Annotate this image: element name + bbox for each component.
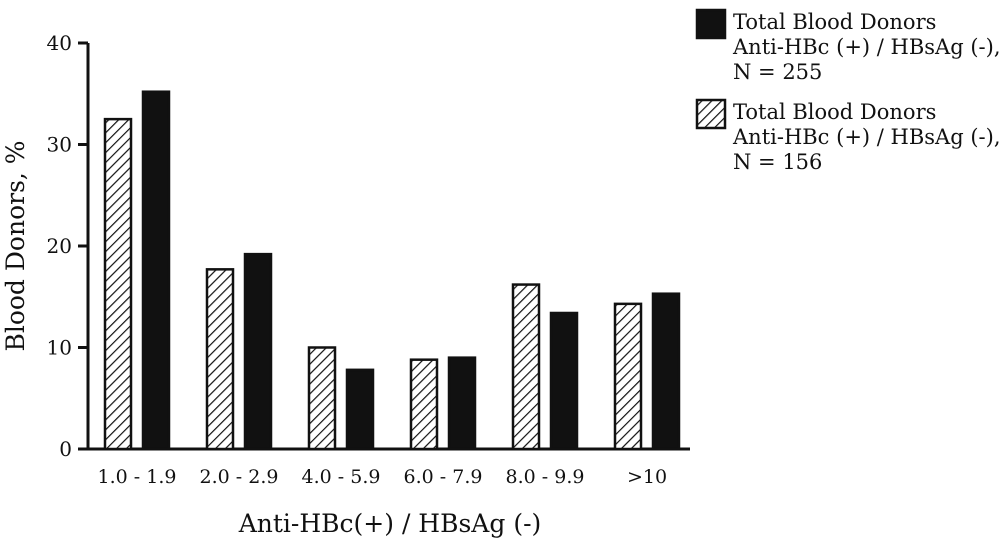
bar-hatched-1 [205, 268, 235, 451]
y-tick-label: 10 [47, 336, 72, 360]
y-ticks: 0 10 20 30 40 [47, 31, 88, 461]
y-tick-label: 0 [59, 437, 72, 461]
bar-hatched-5 [613, 302, 643, 451]
x-tick-label: 2.0 - 2.9 [200, 466, 279, 488]
x-tick-label: 6.0 - 7.9 [404, 466, 483, 488]
bars [103, 90, 681, 451]
x-tick-label: 4.0 - 5.9 [302, 466, 381, 488]
bar-solid-0 [141, 90, 171, 451]
y-axis: 0 10 20 30 40 [47, 31, 90, 461]
x-axis-title: Anti-HBc(+) / HBsAg (-) [238, 509, 542, 538]
x-tick-label: 1.0 - 1.9 [98, 466, 177, 488]
legend-label-hatched: Total Blood Donors [733, 100, 936, 124]
legend-label-solid: Anti-HBc (+) / HBsAg (-), [732, 35, 1000, 59]
legend-label-solid: Total Blood Donors [733, 10, 936, 34]
y-tick-label: 20 [47, 234, 72, 258]
bar-solid-4 [549, 311, 579, 451]
legend-swatch-hatched [695, 98, 727, 130]
x-tick-label: >10 [627, 466, 667, 488]
bar-solid-5 [651, 292, 681, 451]
x-tick-labels: 1.0 - 1.9 2.0 - 2.9 4.0 - 5.9 6.0 - 7.9 8.0 … [98, 466, 668, 488]
bar-solid-1 [243, 252, 273, 451]
y-tick-label: 40 [47, 31, 72, 55]
x-axis: 1.0 - 1.9 2.0 - 2.9 4.0 - 5.9 6.0 - 7.9 8.0 … [86, 447, 690, 488]
legend-label-hatched: N = 156 [733, 150, 822, 174]
bar-solid-3 [447, 356, 477, 451]
legend-swatch-solid [695, 8, 727, 40]
legend-label-solid: N = 255 [733, 60, 822, 84]
y-axis-title: Blood Donors, % [1, 140, 30, 351]
x-tick-label: 8.0 - 9.9 [506, 466, 585, 488]
bar-hatched-2 [307, 346, 337, 451]
legend-label-hatched: Anti-HBc (+) / HBsAg (-), [732, 125, 1000, 149]
y-tick-label: 30 [47, 133, 72, 157]
bar-hatched-4 [511, 283, 541, 451]
bar-hatched-3 [409, 358, 439, 451]
bar-solid-2 [345, 368, 375, 451]
bar-hatched-0 [103, 117, 133, 451]
